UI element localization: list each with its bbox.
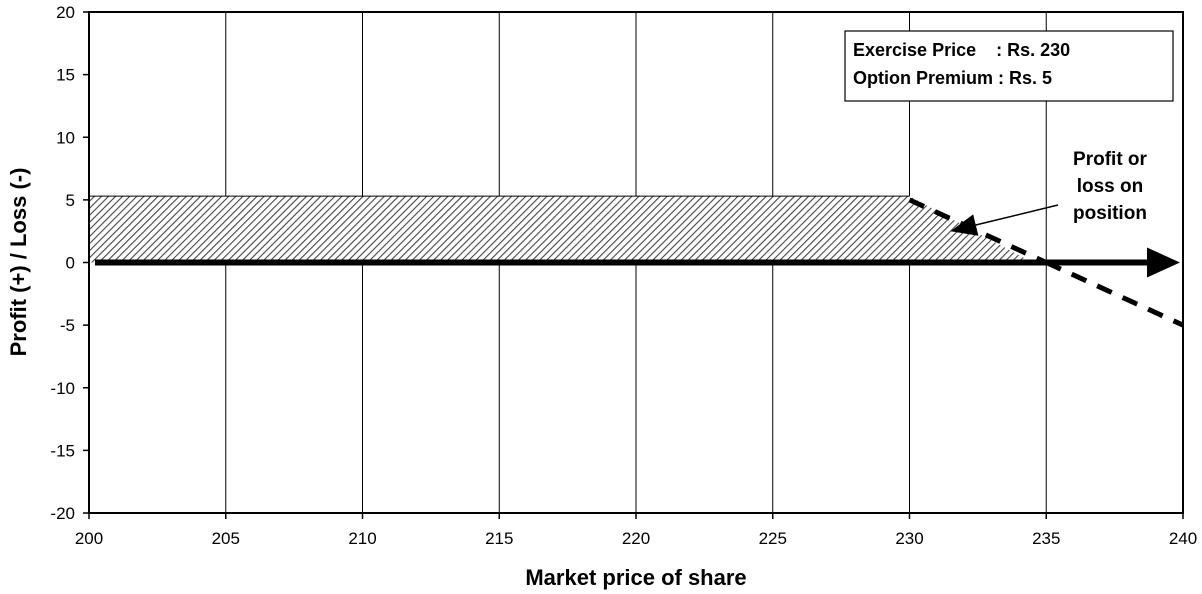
y-tick-label: -15 xyxy=(50,441,75,460)
x-tick-label: 205 xyxy=(212,529,240,548)
y-tick-label: 20 xyxy=(56,3,75,22)
x-tick-label: 225 xyxy=(759,529,787,548)
y-tick-label: -20 xyxy=(50,504,75,523)
x-tick-label: 240 xyxy=(1169,529,1197,548)
y-tick-label: 0 xyxy=(66,254,75,273)
x-tick-label: 200 xyxy=(75,529,103,548)
payoff-line-segment-2 xyxy=(1045,260,1185,328)
y-tick-label: 10 xyxy=(56,128,75,147)
info-exercise-price: Exercise Price : Rs. 230 xyxy=(853,40,1070,60)
annotation-arrowhead xyxy=(950,214,979,236)
x-tick-label: 220 xyxy=(622,529,650,548)
x-tick-label: 235 xyxy=(1032,529,1060,548)
annotation-arrow-line xyxy=(975,204,1059,226)
y-tick-label: 5 xyxy=(66,191,75,210)
annotation-line: position xyxy=(1073,203,1147,224)
payoff-line-segment-1 xyxy=(908,197,1048,265)
info-box xyxy=(844,30,1174,102)
x-tick-label: 230 xyxy=(895,529,923,548)
shaded-profit-region xyxy=(89,196,1033,263)
annotation-line: loss on xyxy=(1077,176,1144,197)
zero-axis-arrowhead xyxy=(1147,247,1180,278)
info-option-premium: Option Premium : Rs. 5 xyxy=(853,68,1052,88)
x-tick-label: 210 xyxy=(348,529,376,548)
y-tick-label: 15 xyxy=(56,66,75,85)
x-axis-title: Market price of share xyxy=(525,565,746,590)
x-tick-label: 215 xyxy=(485,529,513,548)
y-tick-label: -5 xyxy=(60,316,75,335)
y-tick-label: -10 xyxy=(50,379,75,398)
annotation-line: Profit or xyxy=(1073,149,1147,170)
y-axis-title: Profit (+) / Loss (-) xyxy=(6,168,31,357)
